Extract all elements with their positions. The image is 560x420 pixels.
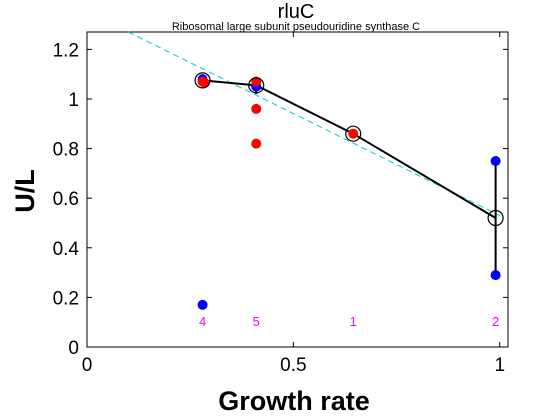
x-tick-label: 0 [82,355,93,376]
y-tick-label: 0.4 [53,239,80,260]
plot-area [86,31,509,348]
mean-marker [194,72,211,89]
count-label: 5 [253,314,260,329]
red-point [251,138,262,149]
red-point [348,128,359,139]
mean-marker [248,77,265,94]
blue-point [490,155,501,166]
mean-marker [345,125,362,142]
y-axis-label: U/L [10,169,40,213]
red-point [251,103,262,114]
y-tick-label: 0 [68,338,79,359]
y-tick-label: 1.2 [53,40,79,61]
count-labels: 4 5 1 2 [199,314,499,329]
blue-point [197,299,208,310]
count-label: 2 [492,314,499,329]
x-tick-label: 0.5 [280,355,306,376]
count-label: 1 [350,314,357,329]
chart-subtitle: Ribosomal large subunit pseudouridine sy… [172,21,420,33]
y-tick-label: 0.2 [53,288,79,309]
x-axis-label: Growth rate [218,386,370,416]
blue-point [490,270,501,281]
mean-marker [487,209,504,227]
y-tick-label: 0.6 [53,189,79,210]
red-point [251,76,262,87]
y-tick-label: 0.8 [53,140,79,161]
count-label: 4 [199,314,206,329]
mean-line [202,79,497,219]
chart-title: rluC [278,1,315,23]
red-point [199,77,210,88]
points-group [194,72,504,310]
x-tick-label: 1 [494,355,505,376]
axis-ticks: 0 0.5 1 0 0.2 0.4 0.6 0.8 1 1.2 [53,32,508,376]
y-tick-label: 1 [68,90,79,111]
